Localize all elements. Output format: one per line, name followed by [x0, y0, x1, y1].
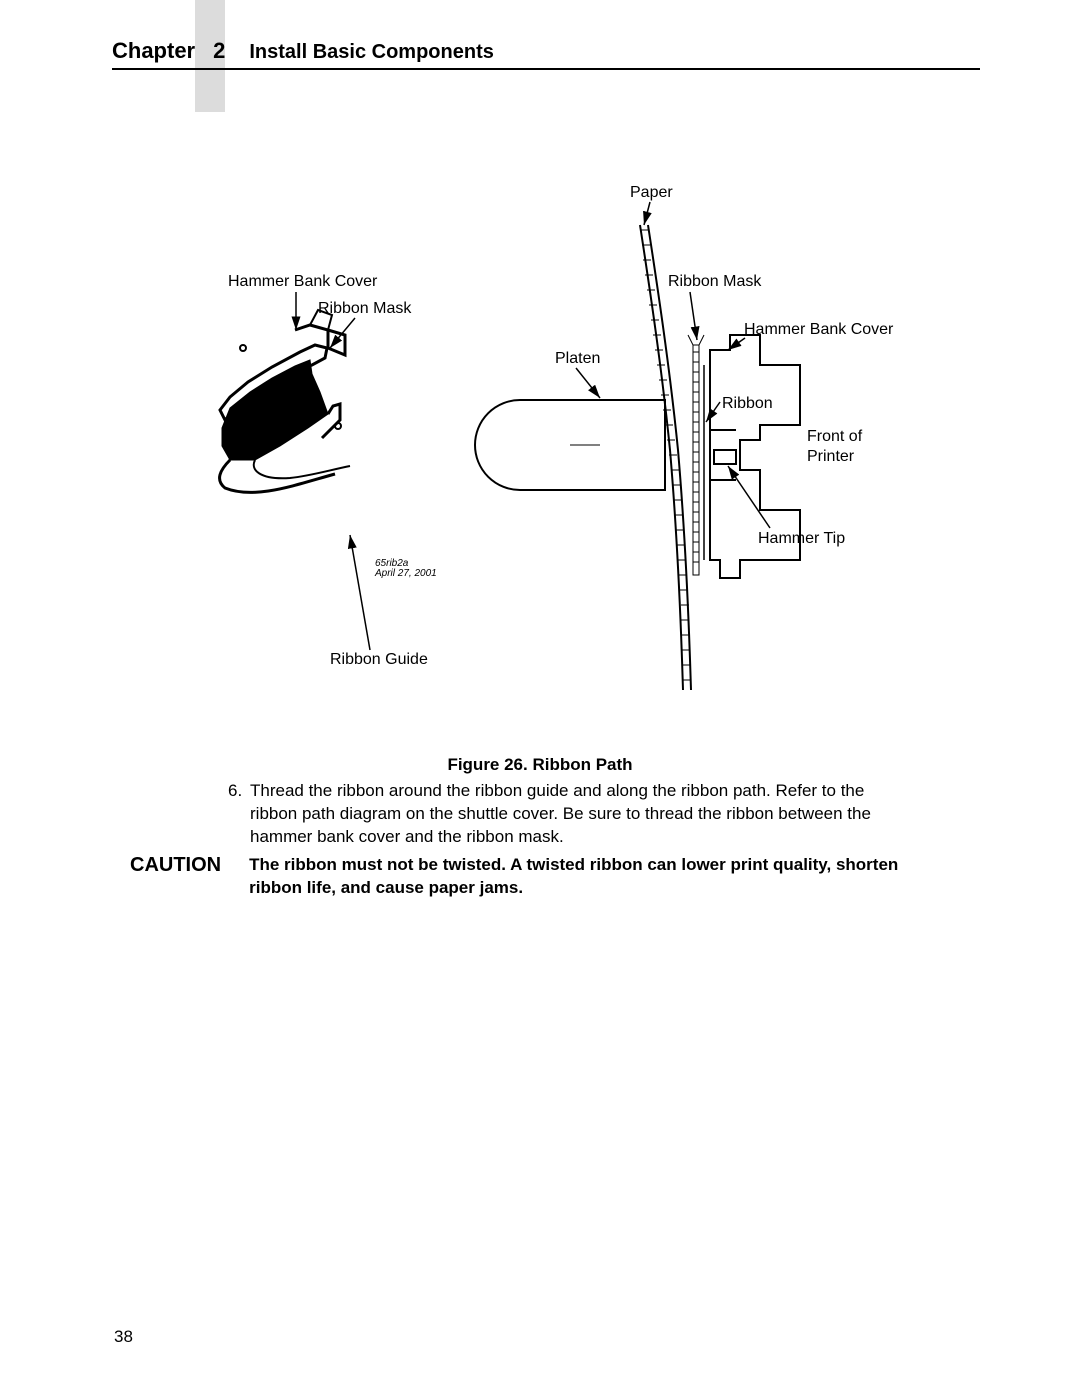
- hammer-bank-block: [710, 335, 800, 578]
- left-assembly: [220, 310, 350, 492]
- arrow-ribbon-mask-right: [690, 292, 697, 340]
- chapter-number: 2: [213, 38, 225, 64]
- arrow-paper: [644, 202, 650, 225]
- page-header: Chapter 2 Install Basic Components: [112, 34, 980, 70]
- arrow-platen: [576, 368, 600, 398]
- arrow-hammer-tip: [728, 466, 770, 528]
- diagram-svg: [200, 170, 920, 730]
- caution-row: CAUTION The ribbon must not be twisted. …: [130, 854, 900, 900]
- chapter-title: Install Basic Components: [249, 41, 494, 64]
- step-number: 6.: [228, 780, 242, 803]
- ribbon-path-diagram: Hammer Bank Cover Ribbon Mask Ribbon Gui…: [200, 170, 920, 730]
- arrow-ribbon: [706, 402, 720, 422]
- caution-label: CAUTION: [130, 854, 221, 877]
- right-assembly: [475, 225, 800, 690]
- ribbon-mask-right-shape: [693, 345, 699, 575]
- page-number: 38: [114, 1327, 133, 1347]
- arrow-ribbon-guide: [350, 535, 370, 650]
- step-text: Thread the ribbon around the ribbon guid…: [250, 781, 871, 846]
- step-text-block: 6. Thread the ribbon around the ribbon g…: [250, 780, 890, 849]
- chapter-label: Chapter: [112, 38, 195, 64]
- page: Chapter 2 Install Basic Components Hamme…: [0, 0, 1080, 1397]
- caution-text: The ribbon must not be twisted. A twiste…: [249, 854, 900, 900]
- figure-caption: Figure 26. Ribbon Path: [0, 755, 1080, 775]
